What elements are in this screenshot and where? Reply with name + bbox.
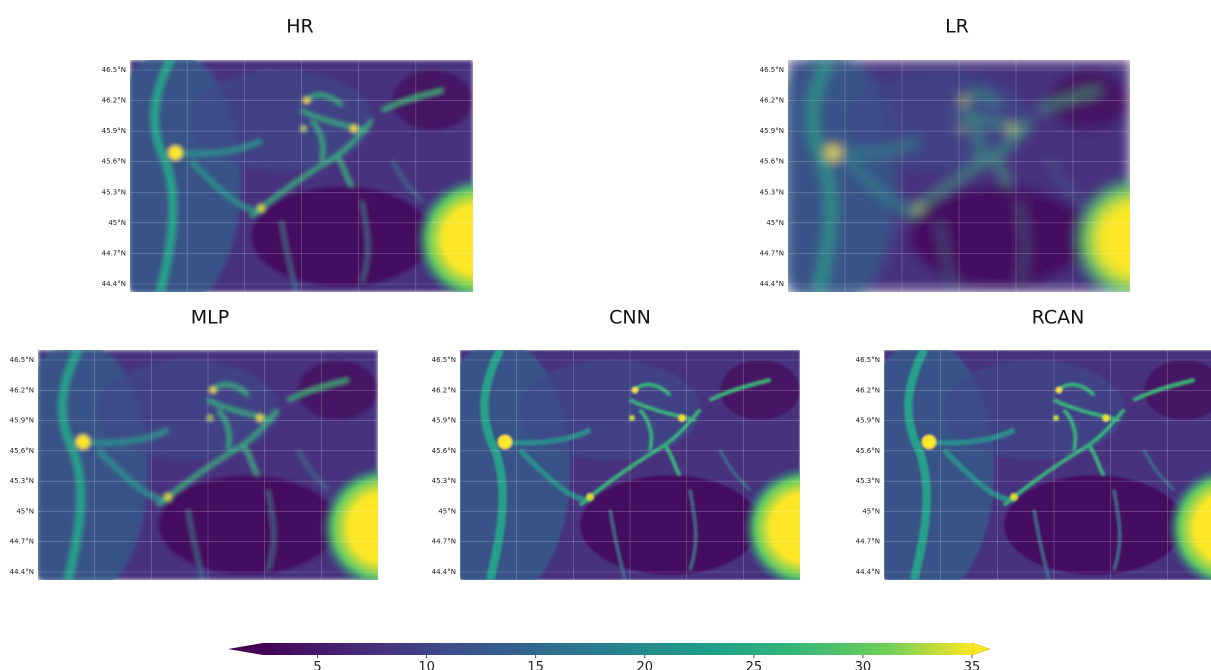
heatmap: [758, 50, 1198, 312]
lat-label: 45°N: [108, 219, 126, 227]
panel-title: MLP: [191, 307, 229, 329]
lat-label: 45.6°N: [760, 158, 784, 166]
colorbar-extend-high: [971, 642, 991, 656]
lat-label: 45.3°N: [432, 477, 456, 485]
lat-label: 44.4°N: [10, 568, 34, 576]
lat-label: 46.2°N: [432, 386, 456, 394]
colorbar-tick-label: 20: [636, 660, 653, 670]
lat-label: 44.4°N: [432, 568, 456, 576]
lat-label: 45.9°N: [760, 127, 784, 135]
colorbar-tick-label: 15: [527, 660, 544, 670]
lat-label: 44.7°N: [856, 538, 880, 546]
heatmap: [430, 340, 867, 600]
lat-label: 45.6°N: [10, 447, 34, 455]
lat-label: 44.7°N: [760, 249, 784, 257]
lat-label: 46.5°N: [10, 356, 34, 364]
lat-label: 45.3°N: [102, 188, 126, 196]
lat-label: 45.9°N: [10, 417, 34, 425]
colorbar-tick-label: 10: [418, 660, 435, 670]
panel-title: CNN: [609, 307, 651, 329]
lat-label: 44.4°N: [856, 568, 880, 576]
lat-label: 44.4°N: [760, 280, 784, 288]
lat-label: 46.5°N: [432, 356, 456, 364]
panel-title: LR: [945, 16, 969, 38]
lat-label: 45.9°N: [432, 417, 456, 425]
lat-label: 45.6°N: [102, 158, 126, 166]
lat-label: 46.2°N: [856, 386, 880, 394]
heatmap: [854, 340, 1211, 600]
lat-label: 46.5°N: [760, 66, 784, 74]
lat-label: 46.2°N: [102, 97, 126, 105]
colorbar: [263, 643, 972, 655]
heatmap: [8, 340, 445, 600]
lat-label: 45.9°N: [856, 417, 880, 425]
colorbar-tick-label: 25: [746, 660, 763, 670]
lat-label: 46.5°N: [102, 66, 126, 74]
lat-label: 46.5°N: [856, 356, 880, 364]
lat-label: 44.7°N: [432, 538, 456, 546]
lat-label: 45°N: [862, 507, 880, 515]
lat-label: 46.2°N: [760, 97, 784, 105]
lat-label: 44.4°N: [102, 280, 126, 288]
lat-label: 45°N: [16, 507, 34, 515]
lat-label: 45.3°N: [10, 477, 34, 485]
panel-title: RCAN: [1032, 307, 1085, 329]
lat-label: 45.3°N: [856, 477, 880, 485]
colorbar-extend-low: [228, 643, 263, 655]
lat-label: 46.2°N: [10, 386, 34, 394]
lat-label: 44.7°N: [10, 538, 34, 546]
lat-label: 45.9°N: [102, 127, 126, 135]
colorbar-tick-label: 5: [313, 660, 321, 670]
heatmap: [100, 50, 541, 312]
colorbar-tick-label: 35: [964, 660, 981, 670]
lat-label: 45.6°N: [432, 447, 456, 455]
lat-label: 45.6°N: [856, 447, 880, 455]
lat-label: 45°N: [766, 219, 784, 227]
lat-label: 45.3°N: [760, 188, 784, 196]
colorbar-tick-label: 30: [855, 660, 872, 670]
lat-label: 45°N: [438, 507, 456, 515]
lat-label: 44.7°N: [102, 249, 126, 257]
panel-title: HR: [286, 16, 314, 38]
